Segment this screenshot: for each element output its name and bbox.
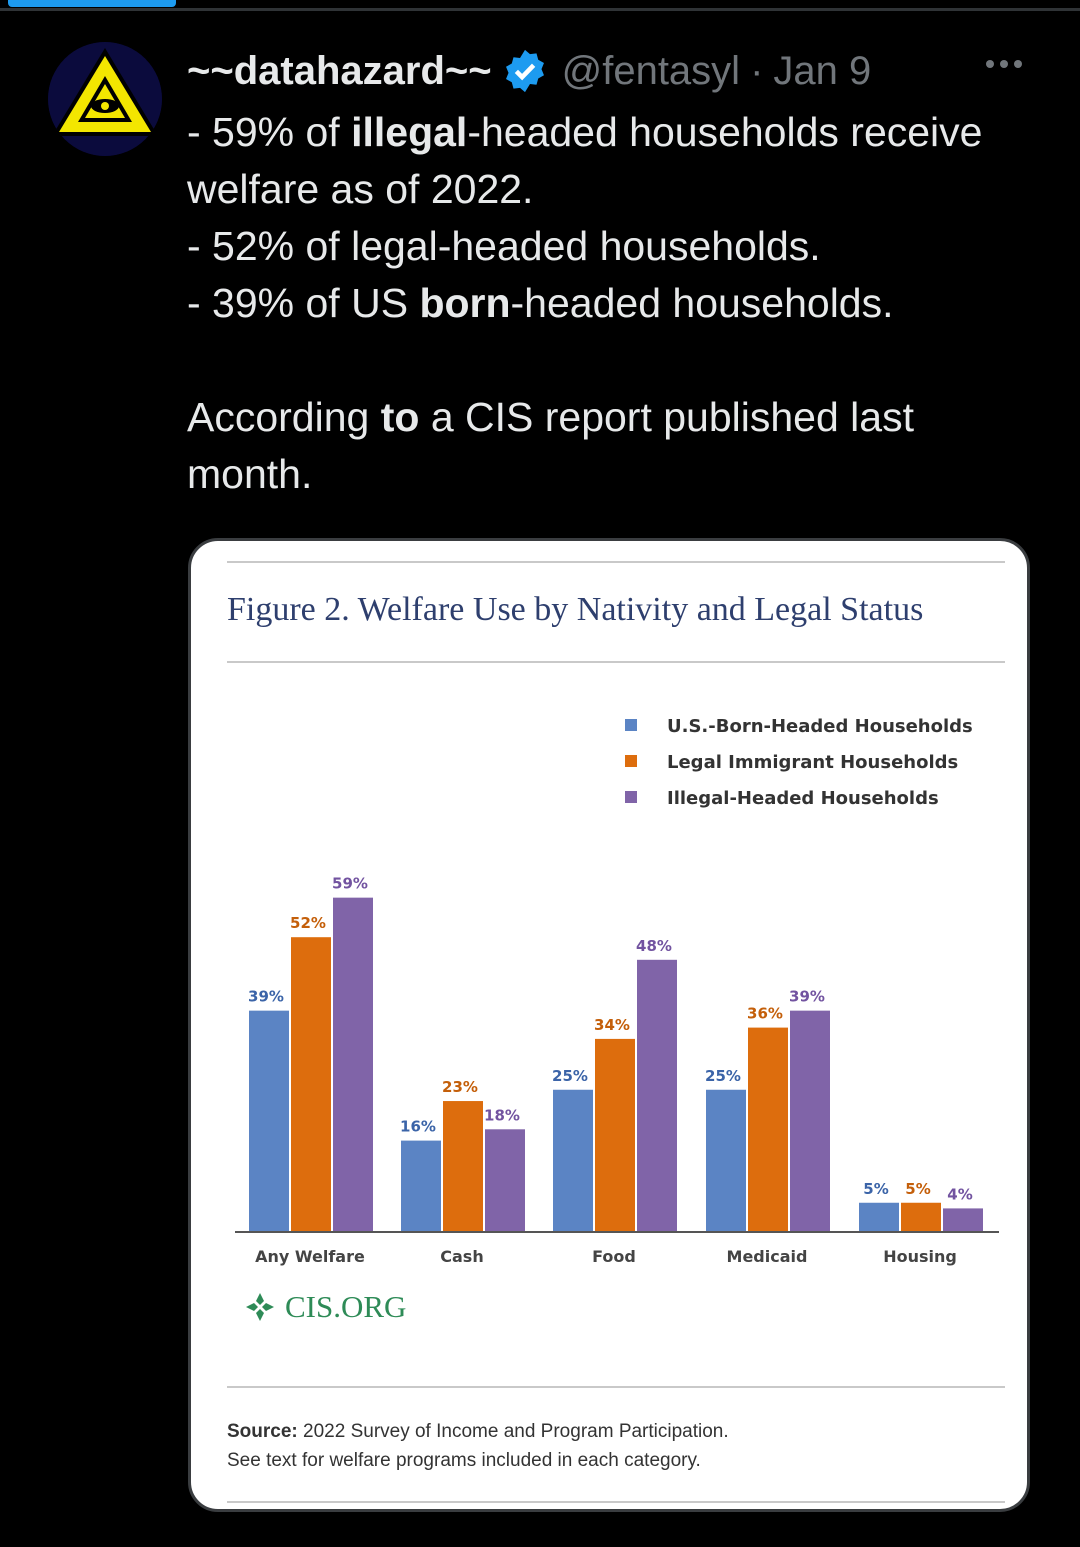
tweet-text-segment: a CIS report published last month.: [187, 394, 914, 497]
active-tab-indicator: [8, 0, 176, 7]
category-label: Medicaid: [727, 1247, 808, 1266]
bar-3-2: [790, 1010, 830, 1231]
bar-chart: 39% 52% 59% Any Welfare 16% 23% 18% Cash 25% 34% 4…: [235, 716, 999, 1266]
legend-swatch: [625, 719, 637, 731]
tweet-text-segment: -headed households receive welfare as of…: [187, 109, 983, 212]
legend-label: Illegal-Headed Households: [667, 788, 939, 809]
tweet-bold-text: to: [380, 394, 420, 440]
bar-2-2: [637, 959, 677, 1231]
bar-4-1: [901, 1202, 941, 1231]
tweet-line: According to a CIS report published last…: [187, 389, 1047, 503]
tweet-text-segment: - 39% of US: [187, 280, 420, 326]
tweet-bold-text: born: [419, 280, 511, 326]
data-label: 34%: [594, 1016, 630, 1034]
source-note: Source: 2022 Survey of Income and Progra…: [227, 1417, 729, 1475]
data-label: 48%: [636, 937, 672, 955]
data-label: 5%: [863, 1180, 888, 1198]
tweet-date[interactable]: Jan 9: [773, 48, 872, 93]
hazard-eye-icon: [48, 42, 162, 156]
bar-2-1: [595, 1038, 635, 1231]
tweet-text-segment: - 59% of: [187, 109, 352, 155]
tweet-header: ~~datahazard~~ @fentasyl · Jan 9: [187, 44, 871, 98]
legend-swatch: [625, 755, 637, 767]
chart-image-card[interactable]: Figure 2. Welfare Use by Nativity and Le…: [188, 538, 1030, 1512]
data-label: 39%: [248, 988, 284, 1006]
bar-1-0: [401, 1140, 441, 1231]
data-label: 23%: [442, 1078, 478, 1096]
avatar[interactable]: [48, 42, 162, 156]
data-label: 18%: [484, 1106, 520, 1124]
bar-1-2: [485, 1129, 525, 1231]
source-rule: [227, 1386, 1005, 1388]
cis-logo: CIS.ORG: [243, 1289, 406, 1325]
legend-label: U.S.-Born-Headed Households: [667, 716, 973, 737]
top-divider: [0, 8, 1080, 11]
cis-logo-text: CIS.ORG: [285, 1289, 407, 1324]
tweet-body: - 59% of illegal-headed households recei…: [187, 104, 1047, 503]
data-label: 36%: [747, 1005, 783, 1023]
category-label: Any Welfare: [255, 1247, 365, 1266]
source-text: 2022 Survey of Income and Program Partic…: [303, 1421, 729, 1442]
more-options-icon[interactable]: [986, 60, 1022, 68]
data-label: 25%: [552, 1067, 588, 1085]
tweet-text-segment: -headed households.: [510, 280, 894, 326]
tweet-line: - 59% of illegal-headed households recei…: [187, 104, 1047, 218]
bar-0-1: [291, 937, 331, 1231]
data-label: 4%: [947, 1185, 972, 1203]
user-handle[interactable]: @fentasyl: [561, 48, 741, 93]
tweet-bold-text: illegal: [351, 109, 468, 155]
data-label: 5%: [905, 1180, 930, 1198]
data-label: 52%: [290, 914, 326, 932]
cis-logo-icon: [246, 1293, 274, 1321]
source-subnote: See text for welfare programs included i…: [227, 1450, 701, 1471]
verified-badge-icon: [505, 49, 544, 93]
bar-1-1: [443, 1101, 483, 1231]
category-label: Food: [592, 1247, 636, 1266]
legend-swatch: [625, 791, 637, 803]
tweet-text-segment: According: [187, 394, 381, 440]
bar-3-0: [706, 1089, 746, 1231]
bar-4-0: [859, 1202, 899, 1231]
category-label: Cash: [440, 1247, 483, 1266]
display-name[interactable]: ~~datahazard~~: [187, 48, 492, 93]
legend-label: Legal Immigrant Households: [667, 752, 958, 773]
bar-3-1: [748, 1027, 788, 1231]
bar-0-2: [333, 897, 373, 1231]
tweet-line: - 39% of US born-headed households.: [187, 275, 1047, 332]
category-label: Housing: [883, 1247, 957, 1266]
data-label: 59%: [332, 875, 368, 893]
title-rule: [227, 661, 1005, 663]
tweet-text-segment: - 52% of legal-headed households.: [187, 223, 821, 269]
data-label: 25%: [705, 1067, 741, 1085]
data-label: 16%: [400, 1118, 436, 1136]
top-rule: [227, 561, 1005, 563]
tweet-line: - 52% of legal-headed households.: [187, 218, 1047, 275]
figure-title: Figure 2. Welfare Use by Nativity and Le…: [227, 591, 924, 628]
bottom-rule: [227, 1501, 1005, 1503]
bar-4-2: [943, 1208, 983, 1231]
tweet-blank-line: [187, 332, 1047, 389]
data-label: 39%: [789, 988, 825, 1006]
source-label: Source:: [227, 1421, 298, 1442]
bar-0-0: [249, 1010, 289, 1231]
bar-2-0: [553, 1089, 593, 1231]
header-separator: ·: [750, 48, 764, 93]
